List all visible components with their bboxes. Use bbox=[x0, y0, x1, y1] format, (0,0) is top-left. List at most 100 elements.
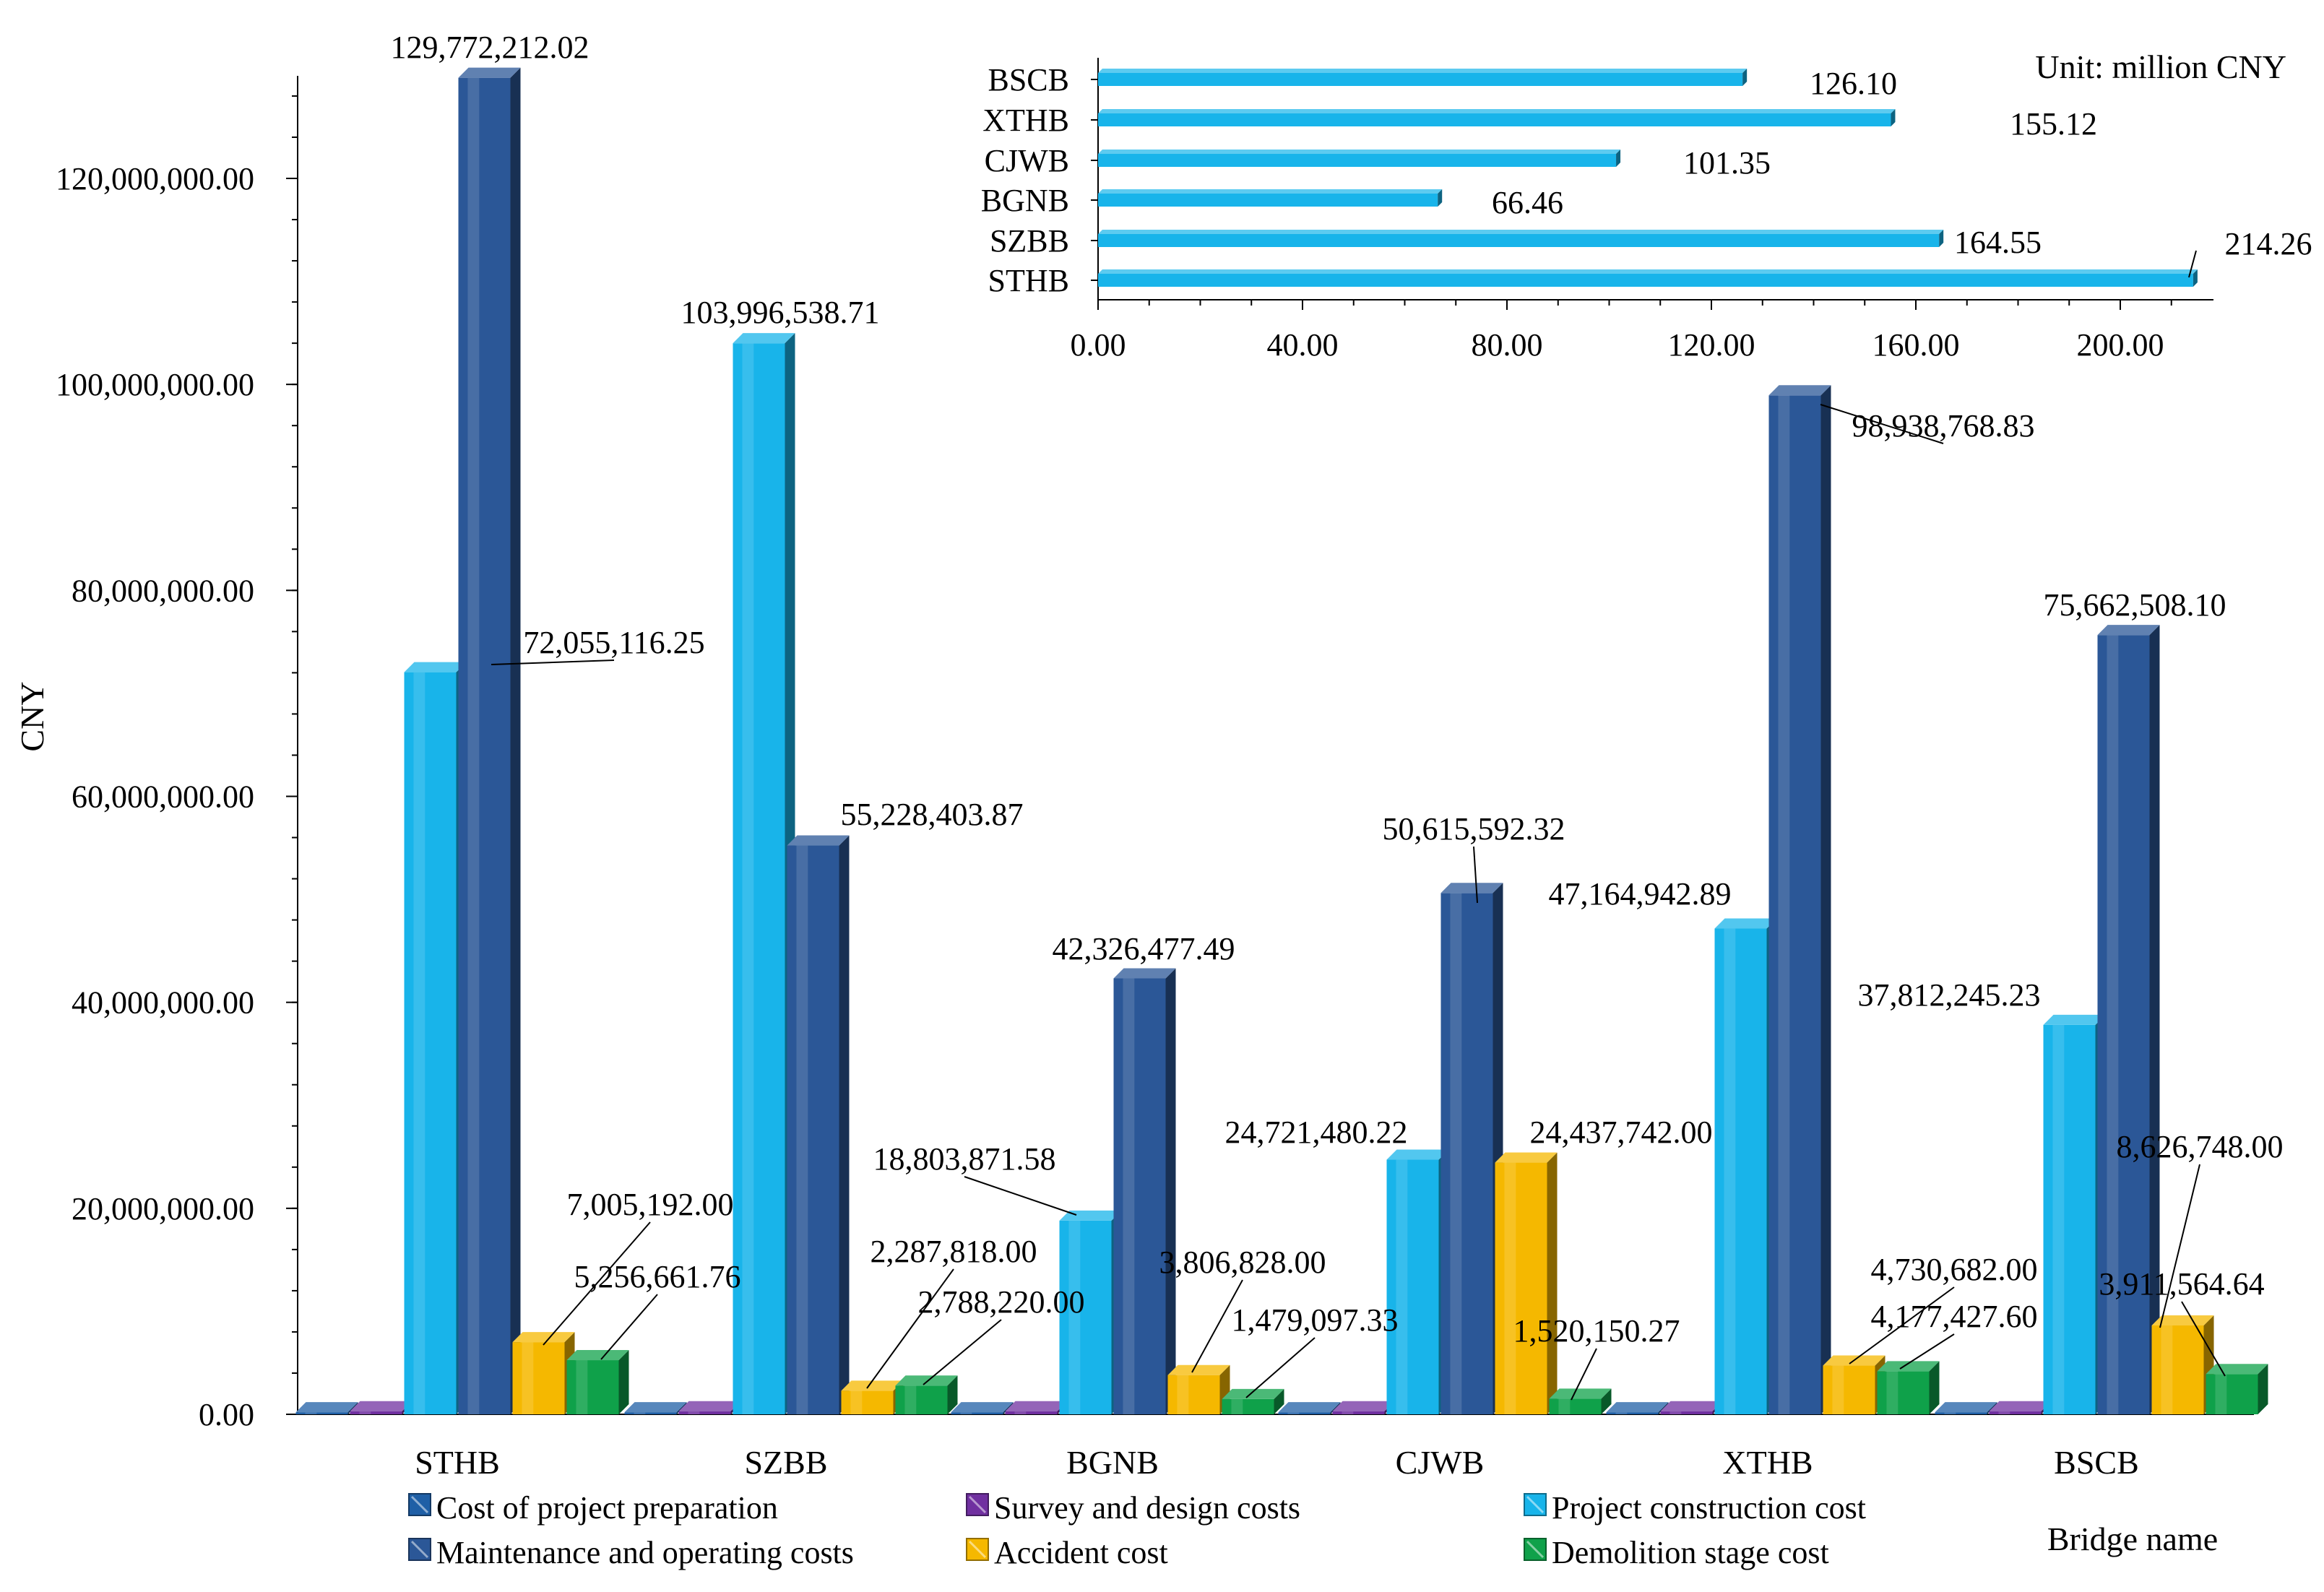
inset-data-label: 126.10 bbox=[1810, 66, 1897, 101]
data-label: 72,055,116.25 bbox=[523, 625, 704, 660]
bar bbox=[678, 1401, 741, 1414]
bar-top bbox=[1278, 1402, 1341, 1413]
bar-side bbox=[2149, 625, 2160, 1414]
bar-top bbox=[1386, 1149, 1449, 1160]
bar-highlight bbox=[1068, 1220, 1081, 1414]
inset-x-tick-label: 0.00 bbox=[1071, 327, 1126, 363]
bar-front bbox=[1167, 1375, 1220, 1414]
data-label: 50,615,592.32 bbox=[1383, 811, 1565, 847]
inset-bar-front bbox=[1098, 274, 2193, 287]
inset-bar-top bbox=[1098, 189, 1443, 194]
legend-label: Cost of project preparation bbox=[436, 1490, 778, 1526]
bar-front bbox=[1278, 1412, 1331, 1414]
bar bbox=[1549, 1388, 1612, 1414]
bar-front bbox=[1549, 1398, 1602, 1414]
bar-front bbox=[295, 1412, 348, 1414]
bar bbox=[1714, 918, 1777, 1414]
legend-item: Demolition stage cost bbox=[1524, 1535, 1829, 1570]
bar-top bbox=[1113, 968, 1176, 979]
bar-highlight bbox=[1778, 395, 1790, 1414]
bar-top bbox=[1660, 1401, 1723, 1411]
bar-top bbox=[295, 1402, 358, 1413]
bar-front bbox=[951, 1412, 1003, 1414]
bar-highlight bbox=[413, 672, 426, 1414]
bar-highlight bbox=[1669, 1411, 1682, 1414]
bar-front bbox=[1935, 1412, 1987, 1414]
bar-highlight bbox=[1615, 1412, 1628, 1414]
bar-highlight bbox=[904, 1385, 917, 1414]
data-label: 8,626,748.00 bbox=[2117, 1129, 2284, 1164]
data-label-leader bbox=[2159, 1164, 2200, 1328]
inset-data-leader bbox=[2188, 250, 2197, 278]
bar-highlight bbox=[1998, 1411, 2010, 1414]
category-label: BSCB bbox=[2054, 1444, 2139, 1481]
bar-front bbox=[2206, 1374, 2258, 1414]
data-label: 2,788,220.00 bbox=[918, 1284, 1085, 1320]
data-label-leader bbox=[1820, 404, 1944, 444]
inset-bar bbox=[1098, 109, 1896, 126]
inset-bar-side bbox=[1616, 150, 1621, 167]
bar-top bbox=[2043, 1014, 2106, 1025]
bar-side bbox=[1820, 385, 1831, 1414]
category-label: BGNB bbox=[1066, 1444, 1159, 1481]
bar-front bbox=[1714, 928, 1767, 1414]
y-tick-label: 40,000,000.00 bbox=[72, 985, 254, 1021]
data-label: 3,806,828.00 bbox=[1159, 1245, 1326, 1280]
bar-top bbox=[1440, 883, 1503, 894]
bar-side bbox=[839, 835, 850, 1414]
inset-bar bbox=[1098, 69, 1748, 86]
bar-highlight bbox=[467, 77, 480, 1414]
data-label-leader bbox=[923, 1319, 1002, 1385]
data-label: 7,005,192.00 bbox=[567, 1187, 734, 1222]
bar-top bbox=[1989, 1401, 2052, 1411]
y-tick-label: 80,000,000.00 bbox=[72, 573, 254, 608]
data-label: 24,721,480.22 bbox=[1225, 1115, 1408, 1150]
bar-front bbox=[1222, 1398, 1274, 1414]
bar bbox=[1332, 1401, 1395, 1414]
bar-top bbox=[1059, 1210, 1122, 1221]
inset-bar-top bbox=[1098, 69, 1748, 73]
bar bbox=[1989, 1401, 2052, 1414]
legend-swatch-gloss bbox=[1526, 1540, 1545, 1559]
inset-x-tick-label: 40.00 bbox=[1267, 327, 1339, 363]
bar bbox=[2206, 1364, 2268, 1414]
bar-highlight bbox=[2052, 1024, 2065, 1414]
bar-highlight bbox=[850, 1390, 863, 1414]
bar-top bbox=[1768, 385, 1831, 396]
bar-front bbox=[624, 1412, 677, 1414]
bar-highlight bbox=[1886, 1371, 1898, 1414]
inset-bar-top bbox=[1098, 269, 2198, 274]
legend-item: Survey and design costs bbox=[966, 1490, 1300, 1526]
inset-bar-side bbox=[1891, 109, 1896, 126]
inset-x-tick-label: 120.00 bbox=[1668, 327, 1755, 363]
bar bbox=[1606, 1402, 1669, 1414]
bar-highlight bbox=[1123, 978, 1135, 1414]
legend-item: Maintenance and operating costs bbox=[408, 1535, 854, 1570]
data-label: 1,520,150.27 bbox=[1513, 1313, 1680, 1349]
legend-item: Cost of project preparation bbox=[408, 1490, 778, 1526]
bar-side bbox=[1547, 1152, 1558, 1414]
bar bbox=[733, 333, 795, 1415]
inset-x-tick-label: 80.00 bbox=[1472, 327, 1543, 363]
data-label-leader bbox=[1571, 1348, 1597, 1401]
inset-category-label: BGNB bbox=[981, 183, 1069, 218]
bar-highlight bbox=[1231, 1398, 1243, 1414]
data-label: 129,772,212.02 bbox=[391, 30, 589, 65]
inset-category-label: STHB bbox=[988, 263, 1069, 298]
bar-top bbox=[678, 1401, 741, 1411]
bar bbox=[1005, 1401, 1068, 1414]
bar-top bbox=[512, 1332, 575, 1343]
bar-top bbox=[2151, 1315, 2214, 1325]
bar bbox=[295, 1402, 358, 1414]
data-label-leader bbox=[866, 1268, 954, 1389]
bar-top bbox=[1332, 1401, 1395, 1411]
bar-front bbox=[1386, 1159, 1439, 1414]
bar bbox=[895, 1375, 958, 1414]
bar-front bbox=[1005, 1411, 1058, 1414]
bar bbox=[2043, 1014, 2106, 1414]
inset-bar bbox=[1098, 189, 1443, 207]
bar bbox=[1167, 1364, 1230, 1414]
bar bbox=[1877, 1361, 1940, 1414]
bar-top bbox=[1549, 1388, 1612, 1399]
inset-data-label: 164.55 bbox=[1954, 225, 2042, 260]
